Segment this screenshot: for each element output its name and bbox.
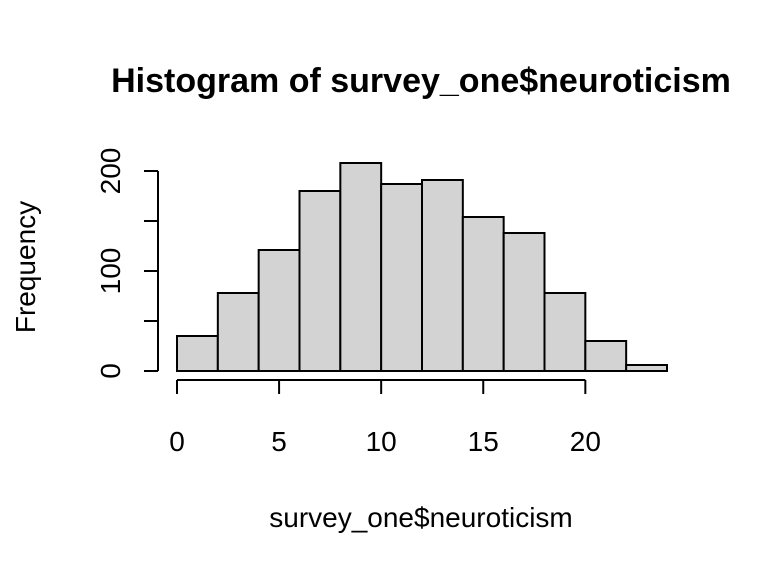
y-tick-label: 0 <box>95 363 126 379</box>
histogram-bar <box>461 216 505 372</box>
histogram-bar <box>502 232 546 372</box>
histogram-bar <box>625 364 669 372</box>
x-axis-label: survey_one$neuroticism <box>269 502 573 533</box>
x-tick-label: 10 <box>366 426 397 457</box>
x-tick-label: 0 <box>169 426 185 457</box>
y-axis-label: Frequency <box>10 201 41 333</box>
y-tick-label: 200 <box>95 148 126 195</box>
histogram-bar <box>339 162 383 372</box>
x-tick-label: 15 <box>468 426 499 457</box>
histogram-bar <box>176 335 219 372</box>
histogram-bar <box>584 340 628 372</box>
x-axis: 0 5 10 15 20 <box>169 379 601 457</box>
histogram-bar <box>298 190 342 372</box>
y-tick-label: 100 <box>95 248 126 295</box>
histogram-bar <box>216 292 260 372</box>
x-tick-label: 5 <box>271 426 287 457</box>
histogram-bar <box>543 292 587 372</box>
x-tick-label: 20 <box>570 426 601 457</box>
histogram-bar <box>380 183 423 372</box>
histogram-bar <box>421 179 464 372</box>
chart-title: Histogram of survey_one$neuroticism <box>111 62 731 100</box>
bars-group <box>176 162 669 372</box>
y-axis: 0 100 200 <box>95 148 159 379</box>
histogram-bar <box>257 249 301 372</box>
